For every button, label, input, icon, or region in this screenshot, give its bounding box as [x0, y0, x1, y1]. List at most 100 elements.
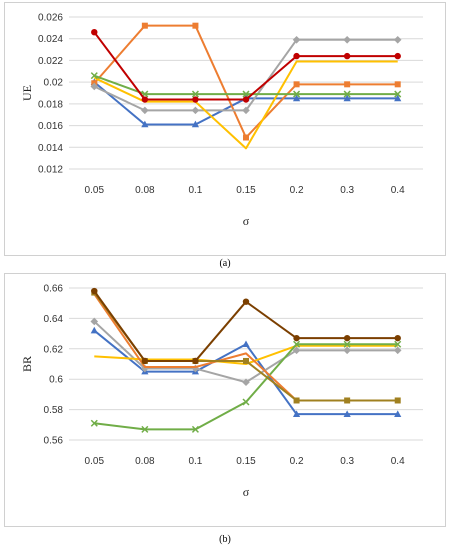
data-point-series-1	[394, 94, 402, 102]
x-tick-label: 0.08	[135, 185, 155, 196]
series-line-1	[93, 81, 398, 126]
data-point-series-7	[192, 357, 199, 365]
data-point-series-2	[191, 364, 200, 373]
y-axis-label: UE	[20, 85, 34, 101]
x-tick-label: 0.2	[290, 185, 304, 196]
data-point-series-2	[393, 346, 402, 355]
data-point-series-6	[242, 96, 250, 103]
data-point-series-6	[394, 397, 401, 404]
x-tick-label: 0.15	[236, 185, 256, 196]
data-point-series-6	[343, 52, 351, 60]
data-point-series-4	[191, 425, 199, 433]
data-point-series-2	[292, 346, 301, 355]
data-point-series-5	[90, 72, 98, 80]
data-point-series-6	[192, 96, 199, 103]
data-point-series-5	[343, 90, 351, 98]
x-tick-label: 0.1	[188, 456, 202, 467]
x-tick-label: 0.05	[85, 185, 105, 196]
data-point-series-6	[293, 397, 300, 404]
data-point-series-2	[344, 81, 351, 88]
y-tick-label: 0.018	[38, 99, 63, 110]
y-tick-label: 0.016	[38, 121, 63, 132]
x-tick-label: 0.4	[391, 185, 405, 196]
y-tick-label: 0.62	[44, 344, 64, 355]
x-tick-label: 0.05	[85, 456, 105, 467]
x-axis-label: σ	[243, 214, 250, 228]
data-point-series-5	[394, 90, 402, 98]
x-tick-label: 0.2	[290, 456, 304, 467]
data-point-series-2	[293, 81, 300, 88]
y-tick-label: 0.012	[38, 165, 63, 176]
y-tick-label: 0.026	[38, 13, 63, 24]
data-point-series-1	[242, 340, 250, 348]
data-point-series-6	[293, 52, 300, 60]
x-tick-label: 0.15	[236, 456, 256, 467]
data-point-series-6	[243, 357, 249, 364]
line-chart-ue: 0.012 0.014 0.016 0.018 0.02 0.022 0.024 0.026 0…	[20, 13, 423, 228]
caption-a: (a)	[219, 258, 231, 269]
x-axis-label: σ	[243, 485, 250, 499]
series-line-2	[93, 320, 398, 384]
y-axis-label: BR	[20, 356, 34, 372]
data-point-series-4	[90, 419, 98, 427]
data-point-series-3	[242, 106, 250, 115]
data-point-series-3	[141, 106, 149, 115]
y-tick-label: 0.66	[44, 284, 64, 295]
data-point-series-1	[141, 120, 149, 128]
data-point-series-3	[343, 36, 351, 44]
data-point-series-7	[343, 334, 351, 342]
data-point-series-1	[292, 94, 301, 102]
data-point-series-5	[191, 90, 199, 98]
data-point-series-3	[90, 82, 99, 91]
y-tick-label: 0.024	[38, 34, 63, 45]
data-point-series-5	[242, 90, 250, 98]
x-tick-label: 0.08	[135, 456, 155, 467]
data-point-series-2	[243, 134, 249, 141]
data-point-series-2	[394, 81, 401, 88]
data-point-series-4	[343, 340, 351, 348]
chart-panel-a: 0.012 0.014 0.016 0.018 0.02 0.022 0.024 0.026 0…	[4, 2, 446, 256]
data-point-series-1	[191, 120, 200, 128]
data-point-series-4	[242, 398, 250, 406]
chart-panel-b: 0.56 0.58 0.6 0.62 0.64 0.66 0.05 0.08 0.1 0.15 0.…	[4, 273, 446, 527]
y-tick-label: 0.022	[38, 56, 63, 67]
y-tick-label: 0.02	[44, 78, 64, 89]
y-tick-label: 0.014	[38, 143, 63, 154]
data-point-series-6	[91, 29, 98, 36]
data-point-series-3	[191, 106, 200, 115]
x-tick-label: 0.1	[188, 185, 202, 196]
data-point-series-1	[394, 410, 402, 417]
data-point-series-7	[293, 334, 300, 342]
data-point-series-6	[394, 52, 401, 60]
x-tick-label: 0.3	[340, 185, 354, 196]
x-tick-label: 0.3	[340, 456, 354, 467]
y-tick-label: 0.58	[44, 405, 64, 416]
data-point-series-1	[292, 410, 301, 417]
data-point-series-1	[90, 326, 98, 334]
caption-b: (b)	[219, 534, 231, 545]
series-line-6	[93, 31, 398, 101]
data-point-series-2	[343, 346, 351, 355]
data-point-series-3	[393, 36, 402, 44]
data-point-series-5	[293, 90, 301, 98]
y-tick-label: 0.56	[44, 436, 64, 447]
data-point-series-7	[91, 287, 98, 295]
data-point-series-7	[242, 298, 250, 305]
data-point-series-3	[292, 36, 301, 44]
data-point-series-1	[343, 94, 351, 102]
data-point-series-2	[141, 22, 148, 29]
data-point-series-4	[394, 340, 402, 348]
y-tick-label: 0.64	[44, 314, 64, 325]
series-line-4	[94, 343, 398, 431]
data-point-series-6	[141, 96, 149, 103]
line-chart-br: 0.56 0.58 0.6 0.62 0.64 0.66 0.05 0.08 0.1 0.15 0.…	[20, 284, 423, 499]
data-point-series-7	[141, 357, 149, 365]
data-point-series-6	[344, 397, 351, 404]
data-point-series-2	[90, 317, 99, 326]
data-point-series-7	[394, 334, 401, 342]
data-point-series-4	[293, 340, 301, 348]
data-point-series-2	[192, 22, 199, 29]
data-point-series-1	[343, 410, 351, 417]
y-tick-label: 0.6	[49, 375, 63, 386]
x-tick-label: 0.4	[391, 456, 405, 467]
